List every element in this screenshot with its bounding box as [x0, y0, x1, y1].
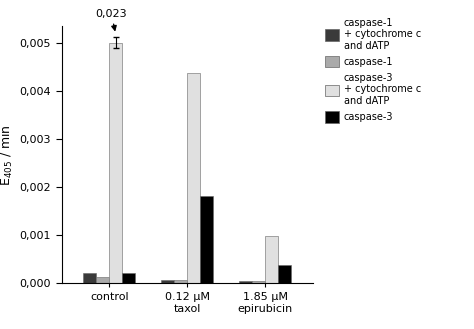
Bar: [174, 280, 187, 283]
Bar: [187, 73, 200, 283]
Bar: [265, 236, 278, 283]
Bar: [109, 43, 122, 283]
Bar: [96, 277, 109, 283]
Bar: [239, 281, 252, 283]
Bar: [278, 265, 291, 283]
Legend: caspase-1
+ cytochrome c
and dATP, caspase-1, caspase-3
+ cytochrome c
and dATP,: caspase-1 + cytochrome c and dATP, caspa…: [322, 15, 424, 125]
Bar: [252, 281, 265, 283]
Bar: [200, 196, 213, 283]
Bar: [83, 273, 96, 283]
Bar: [122, 273, 135, 283]
Bar: [161, 280, 174, 283]
Text: 0,023: 0,023: [96, 9, 127, 30]
Y-axis label: E$_{405}$ / min: E$_{405}$ / min: [0, 124, 16, 186]
